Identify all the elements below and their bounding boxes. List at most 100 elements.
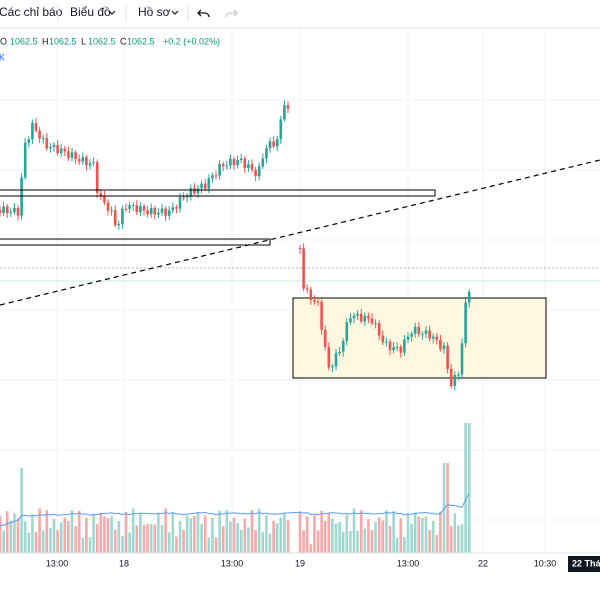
undo-button[interactable]: [197, 9, 210, 18]
redo-button[interactable]: [225, 9, 238, 18]
volume-bar: [395, 537, 399, 553]
volume-bar: [200, 523, 203, 553]
candle: [388, 341, 392, 351]
candle: [236, 160, 239, 166]
volume-bar: [431, 520, 435, 553]
candle: [95, 162, 99, 193]
candle: [128, 205, 131, 209]
volume-bar: [38, 508, 41, 553]
candle: [283, 105, 286, 120]
volume-bar: [121, 535, 124, 553]
candle: [250, 164, 254, 170]
candle: [327, 347, 331, 368]
candle: [110, 210, 113, 212]
candle: [200, 183, 203, 189]
volume-bar: [428, 530, 431, 553]
volume-bar: [363, 528, 367, 553]
volume-bar: [453, 513, 457, 553]
volume-bar: [117, 521, 121, 553]
ohlc-value: 1062.5: [88, 36, 116, 46]
volume-bar: [81, 537, 85, 553]
profile-menu[interactable]: Hồ sơ: [138, 5, 171, 19]
volume-bar: [221, 526, 225, 553]
x-tick-label: 22: [478, 558, 488, 568]
candle: [323, 329, 327, 348]
candle: [457, 374, 460, 376]
candle: [349, 318, 352, 323]
volume-bar: [275, 523, 279, 553]
volume-bar: [327, 513, 331, 553]
volume-bar: [124, 511, 128, 553]
candle: [70, 152, 74, 158]
volume-bar: [424, 516, 428, 553]
volume-bar: [23, 521, 27, 553]
volume-bar: [225, 510, 229, 553]
volume-bar: [5, 511, 9, 553]
volume-bar: [283, 513, 286, 553]
volume-bar: [257, 508, 261, 553]
candle: [27, 139, 31, 143]
candle: [113, 210, 117, 226]
candle: [139, 206, 142, 213]
candle: [135, 205, 139, 213]
volume-bar: [388, 525, 392, 553]
volume-bar: [34, 531, 38, 553]
volume-bar: [449, 525, 453, 553]
candle: [157, 212, 160, 215]
volume-bar: [410, 523, 413, 553]
zone-box[interactable]: [0, 189, 436, 197]
volume-bar: [92, 515, 95, 553]
trend-line[interactable]: [0, 159, 600, 306]
volume-bar: [113, 529, 117, 553]
candle: [392, 347, 395, 351]
volume-bar: [359, 510, 363, 553]
indicators-button[interactable]: Các chỉ báo: [0, 5, 63, 19]
volume-bar: [254, 529, 257, 553]
candle: [59, 148, 63, 154]
candle: [182, 197, 185, 199]
volume-bar: [49, 527, 52, 553]
volume-bar: [320, 510, 323, 553]
candle: [313, 299, 316, 302]
candle: [279, 119, 283, 140]
candle: [275, 139, 279, 147]
candle: [406, 336, 410, 340]
volume-bar: [164, 508, 167, 553]
candle: [103, 195, 106, 203]
candle: [185, 196, 189, 198]
volume-bar: [334, 523, 338, 553]
volume-bar: [175, 536, 178, 553]
volume-bar: [403, 537, 406, 553]
zone-box[interactable]: [0, 238, 271, 246]
candle: [334, 353, 338, 367]
candle: [0, 210, 2, 213]
volume-bar: [261, 532, 265, 553]
volume-bar: [9, 520, 13, 553]
candle: [142, 206, 146, 211]
candle: [305, 288, 309, 290]
candle: [149, 208, 153, 215]
range-box[interactable]: [292, 297, 547, 379]
candle: [286, 105, 290, 109]
candle: [131, 205, 135, 207]
volume-bar: [341, 532, 345, 553]
candle: [45, 138, 49, 149]
ohlc-value: 1062.5: [127, 36, 155, 46]
candle: [403, 339, 406, 353]
ohlc-value: 1062.5: [10, 36, 38, 46]
volume-bar: [142, 525, 146, 553]
volume-bar: [207, 537, 211, 553]
candle: [377, 323, 381, 336]
x-tick-label: 10:30: [534, 558, 557, 568]
volume-bar: [370, 530, 374, 553]
ohlc-label: L: [81, 36, 86, 46]
chart-menu[interactable]: Biểu đồ: [70, 5, 111, 19]
volume-bar: [211, 517, 214, 553]
ohlc-value: 1062.5: [49, 36, 77, 46]
candle: [77, 159, 81, 162]
volume-bar: [302, 530, 305, 553]
volume-bar: [323, 520, 327, 553]
candle: [167, 210, 171, 216]
candle: [23, 142, 27, 178]
volume-bar: [171, 512, 175, 553]
